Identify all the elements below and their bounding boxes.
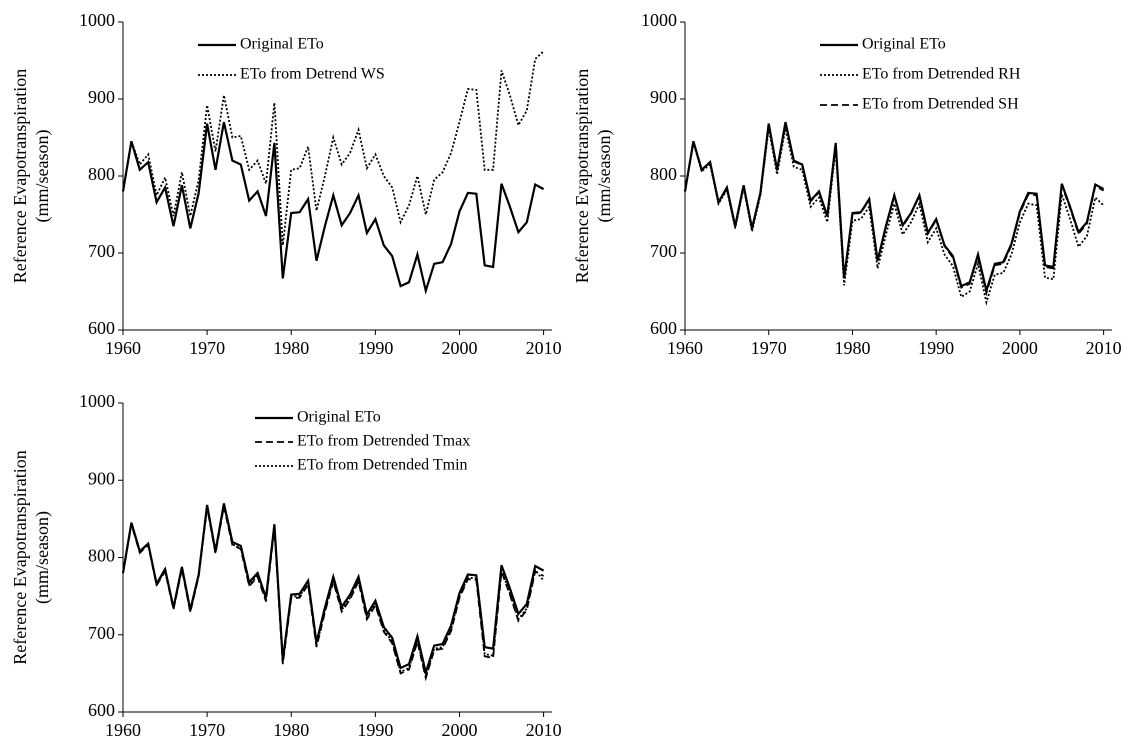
- y-axis-label: Reference Evapotranspiration: [10, 69, 30, 283]
- y-tick-label: 1000: [641, 10, 677, 30]
- y-tick-label: 800: [88, 546, 115, 566]
- y-axis-label: (mm/season): [594, 130, 615, 223]
- y-axis-label: Reference Evapotranspiration: [10, 450, 30, 664]
- y-tick-label: 800: [650, 164, 677, 184]
- y-tick-label: 600: [650, 318, 677, 338]
- legend-label: Original ETo: [862, 36, 946, 53]
- series-line: [122, 50, 545, 246]
- y-tick-label: 700: [88, 241, 115, 261]
- x-tick-label: 1960: [105, 338, 141, 358]
- y-tick-label: 700: [650, 241, 677, 261]
- x-tick-label: 1970: [189, 720, 225, 740]
- x-tick-label: 1980: [834, 338, 870, 358]
- x-tick-label: 2000: [441, 338, 477, 358]
- legend-label: ETo from Detrend WS: [240, 66, 385, 83]
- chart-panel: 600 700 800 900 1000 1960 1970 1980 1990 2000 2010…: [10, 10, 561, 358]
- x-tick-label: 1970: [189, 338, 225, 358]
- legend-label: ETo from Detrended Tmin: [297, 457, 468, 474]
- y-axis-label: (mm/season): [32, 511, 53, 604]
- x-tick-label: 2000: [441, 720, 477, 740]
- legend-label: ETo from Detrended RH: [862, 66, 1021, 83]
- y-tick-label: 900: [88, 87, 115, 107]
- y-tick-label: 900: [88, 468, 115, 488]
- legend-label: ETo from Detrended Tmax: [297, 433, 470, 450]
- x-tick-label: 1980: [273, 720, 309, 740]
- x-tick-label: 2010: [526, 338, 562, 358]
- y-tick-label: 600: [88, 318, 115, 338]
- x-tick-label: 1960: [105, 720, 141, 740]
- series-line: [122, 504, 545, 680]
- series-line: [684, 122, 1105, 297]
- legend-label: Original ETo: [240, 36, 324, 53]
- y-tick-label: 800: [88, 164, 115, 184]
- legend-label: Original ETo: [297, 409, 381, 426]
- series-line: [684, 128, 1105, 306]
- x-tick-label: 2000: [1002, 338, 1038, 358]
- y-axis-label: Reference Evapotranspiration: [572, 69, 592, 283]
- y-tick-label: 1000: [79, 10, 115, 30]
- x-tick-label: 1990: [357, 720, 393, 740]
- x-tick-label: 1980: [273, 338, 309, 358]
- x-tick-label: 1960: [667, 338, 703, 358]
- y-tick-label: 1000: [79, 391, 115, 411]
- chart-panel: 600 700 800 900 1000 1960 1970 1980 1990 2000 2010…: [10, 391, 561, 740]
- legend-label: ETo from Detrended SH: [862, 96, 1019, 113]
- x-tick-label: 1990: [357, 338, 393, 358]
- x-tick-label: 1990: [918, 338, 954, 358]
- chart-panel: 600 700 800 900 1000 1960 1970 1980 1990 2000 2010…: [572, 10, 1122, 358]
- y-tick-label: 600: [88, 700, 115, 720]
- x-tick-label: 1970: [751, 338, 787, 358]
- y-tick-label: 900: [650, 87, 677, 107]
- y-axis-label: (mm/season): [32, 130, 53, 223]
- series-line: [121, 121, 545, 295]
- y-tick-label: 700: [88, 623, 115, 643]
- x-tick-label: 2010: [1086, 338, 1122, 358]
- x-tick-label: 2010: [526, 720, 562, 740]
